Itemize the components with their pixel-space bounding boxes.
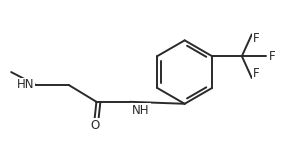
- Text: F: F: [269, 50, 275, 63]
- Text: F: F: [253, 32, 259, 45]
- Text: O: O: [91, 119, 100, 132]
- Text: HN: HN: [17, 78, 34, 92]
- Text: F: F: [253, 67, 259, 80]
- Text: NH: NH: [132, 104, 150, 117]
